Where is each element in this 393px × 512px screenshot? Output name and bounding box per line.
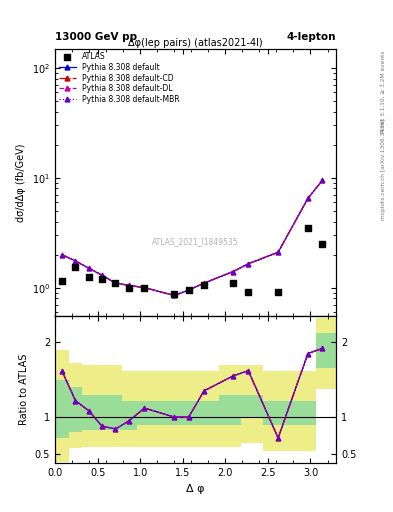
Pythia 8.308 default-MBR [87,265,92,271]
Pythia 8.308 default-DL [246,261,251,267]
Pythia 8.308 default [172,292,176,298]
Pythia 8.308 default-CD [172,292,176,298]
ATLAS [185,286,192,294]
Pythia 8.308 default-DL [202,280,206,286]
ATLAS [86,273,92,281]
Pythia 8.308 default-CD [231,269,235,275]
Pythia 8.308 default [231,269,235,275]
Pythia 8.308 default-CD [99,272,104,278]
Pythia 8.308 default-DL [306,195,310,201]
Line: Pythia 8.308 default-CD: Pythia 8.308 default-CD [59,178,325,298]
Pythia 8.308 default-CD [202,280,206,286]
Pythia 8.308 default [87,265,92,271]
Text: ATLAS_2021_I1849535: ATLAS_2021_I1849535 [152,237,239,246]
Legend: ATLAS, Pythia 8.308 default, Pythia 8.308 default-CD, Pythia 8.308 default-DL, P: ATLAS, Pythia 8.308 default, Pythia 8.30… [57,51,181,105]
Text: mcplots.cern.ch [arXiv:1306.3436]: mcplots.cern.ch [arXiv:1306.3436] [381,118,386,220]
ATLAS [99,275,105,283]
Pythia 8.308 default-MBR [172,292,176,298]
Pythia 8.308 default-MBR [142,285,147,291]
Pythia 8.308 default-CD [59,251,64,258]
Title: Δφ(lep pairs) (atlas2021-4l): Δφ(lep pairs) (atlas2021-4l) [128,38,263,48]
ATLAS [275,288,281,296]
ATLAS [305,224,311,232]
Pythia 8.308 default-MBR [320,177,325,183]
Pythia 8.308 default [320,177,325,183]
Pythia 8.308 default-DL [87,265,92,271]
Pythia 8.308 default-MBR [113,280,118,286]
ATLAS [112,279,119,287]
Pythia 8.308 default-CD [87,265,92,271]
Pythia 8.308 default-CD [306,195,310,201]
Pythia 8.308 default-DL [99,272,104,278]
X-axis label: Δ φ: Δ φ [186,484,205,494]
Pythia 8.308 default-CD [73,258,78,264]
Pythia 8.308 default [127,282,132,288]
ATLAS [319,240,325,248]
ATLAS [245,288,252,296]
Pythia 8.308 default-DL [276,249,281,255]
ATLAS [201,281,207,289]
Pythia 8.308 default-MBR [202,280,206,286]
Pythia 8.308 default-CD [276,249,281,255]
Pythia 8.308 default-CD [127,282,132,288]
Pythia 8.308 default-MBR [276,249,281,255]
Pythia 8.308 default-CD [246,261,251,267]
Pythia 8.308 default-MBR [306,195,310,201]
Pythia 8.308 default-DL [59,251,64,258]
Pythia 8.308 default [59,251,64,258]
ATLAS [72,263,79,271]
ATLAS [141,284,148,292]
Line: Pythia 8.308 default-MBR: Pythia 8.308 default-MBR [59,178,325,298]
Pythia 8.308 default [113,280,118,286]
Text: Rivet 3.1.10, ≥ 3.2M events: Rivet 3.1.10, ≥ 3.2M events [381,51,386,134]
Pythia 8.308 default [202,280,206,286]
Pythia 8.308 default-MBR [59,251,64,258]
Pythia 8.308 default [142,285,147,291]
Y-axis label: Ratio to ATLAS: Ratio to ATLAS [19,354,29,425]
Pythia 8.308 default [306,195,310,201]
Text: 4-lepton: 4-lepton [286,32,336,42]
ATLAS [59,277,65,285]
Pythia 8.308 default-DL [320,177,325,183]
Pythia 8.308 default-DL [73,258,78,264]
Pythia 8.308 default-MBR [231,269,235,275]
Pythia 8.308 default-DL [142,285,147,291]
Pythia 8.308 default-DL [127,282,132,288]
Text: 13000 GeV pp: 13000 GeV pp [55,32,137,42]
Pythia 8.308 default-DL [231,269,235,275]
Pythia 8.308 default-CD [186,287,191,293]
Pythia 8.308 default [73,258,78,264]
Line: Pythia 8.308 default: Pythia 8.308 default [59,178,325,298]
Pythia 8.308 default [246,261,251,267]
Pythia 8.308 default-MBR [186,287,191,293]
Pythia 8.308 default [276,249,281,255]
Line: Pythia 8.308 default-DL: Pythia 8.308 default-DL [59,178,325,298]
ATLAS [171,290,177,298]
Pythia 8.308 default-MBR [127,282,132,288]
Y-axis label: dσ/dΔφ (fb/GeV): dσ/dΔφ (fb/GeV) [16,143,26,222]
Pythia 8.308 default-DL [172,292,176,298]
Pythia 8.308 default-CD [113,280,118,286]
Pythia 8.308 default [99,272,104,278]
Pythia 8.308 default-MBR [99,272,104,278]
ATLAS [126,284,132,292]
Pythia 8.308 default-MBR [246,261,251,267]
Pythia 8.308 default [186,287,191,293]
Pythia 8.308 default-CD [320,177,325,183]
Pythia 8.308 default-CD [142,285,147,291]
Pythia 8.308 default-DL [186,287,191,293]
ATLAS [230,279,236,287]
Pythia 8.308 default-DL [113,280,118,286]
Pythia 8.308 default-MBR [73,258,78,264]
